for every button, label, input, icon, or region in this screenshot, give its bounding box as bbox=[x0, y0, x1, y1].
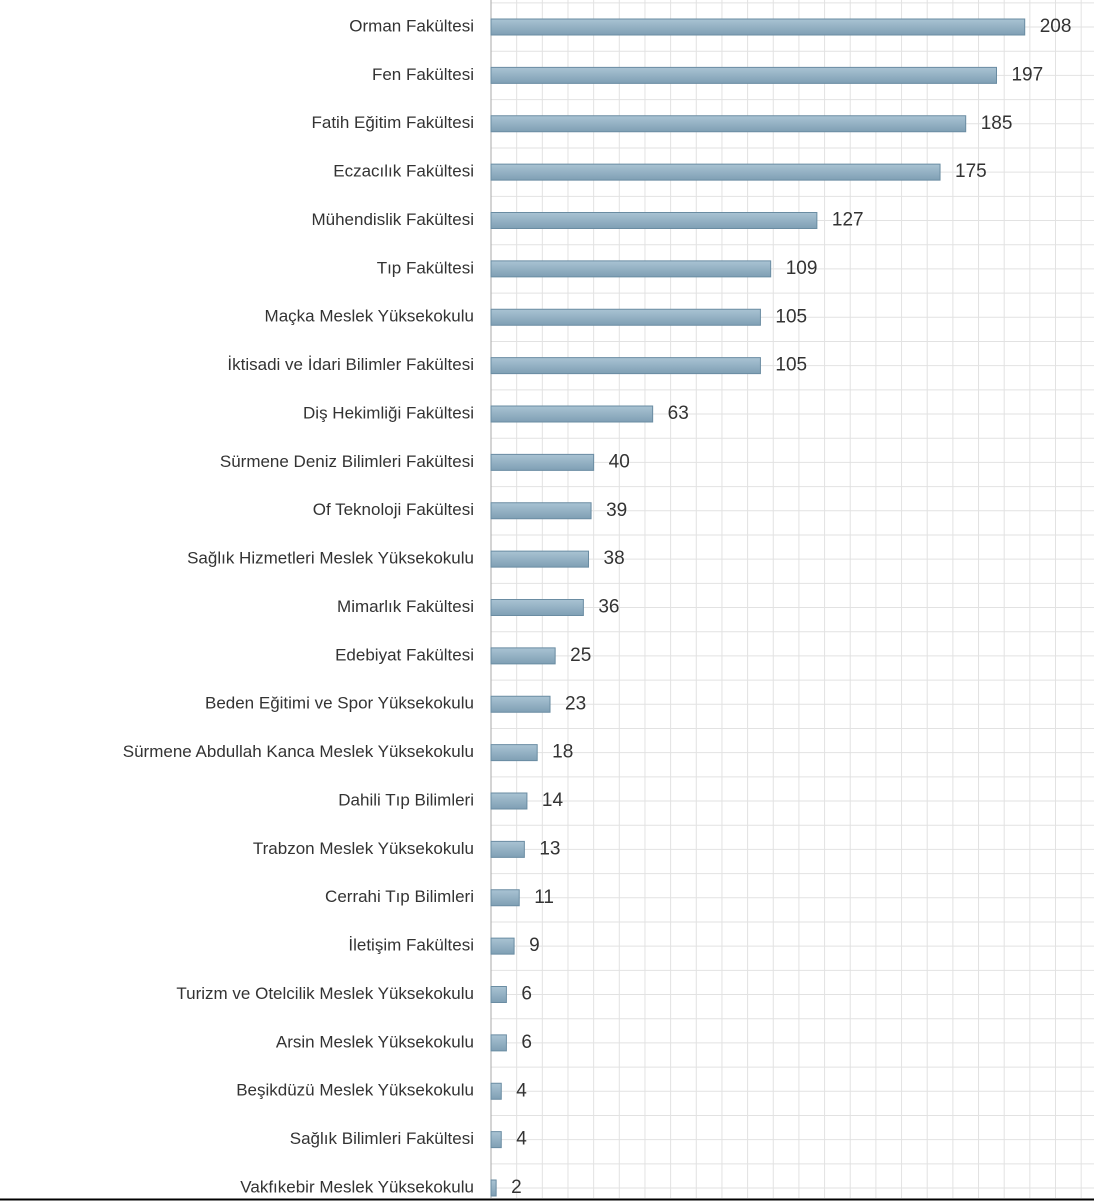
bar bbox=[490, 840, 525, 858]
value-label: 25 bbox=[570, 645, 591, 666]
y-tick-label: Fatih Eğitim Fakültesi bbox=[312, 113, 475, 132]
value-label: 18 bbox=[552, 742, 573, 763]
bar bbox=[490, 212, 818, 229]
y-tick-label: Turizm ve Otelcilik Meslek Yüksekokulu bbox=[176, 984, 474, 1003]
bar bbox=[490, 115, 967, 133]
bar bbox=[490, 357, 761, 375]
value-label: 63 bbox=[668, 403, 689, 424]
y-tick-label: Sürmene Abdullah Kanca Meslek Yüksekokul… bbox=[123, 742, 474, 761]
bar bbox=[490, 695, 551, 713]
bar bbox=[490, 550, 590, 568]
y-tick-label: Orman Fakültesi bbox=[349, 16, 474, 35]
value-label: 13 bbox=[539, 838, 560, 859]
value-label: 105 bbox=[775, 306, 807, 327]
value-label: 6 bbox=[521, 1032, 532, 1053]
value-label: 185 bbox=[981, 113, 1013, 134]
y-tick-label: Cerrahi Tıp Bilimleri bbox=[325, 887, 474, 906]
y-tick-label: Sürmene Deniz Bilimleri Fakültesi bbox=[220, 452, 474, 471]
bar bbox=[490, 647, 556, 665]
y-tick-label: Diş Hekimliği Fakültesi bbox=[303, 403, 474, 422]
y-tick-label: İletişim Fakültesi bbox=[348, 936, 474, 955]
value-label: 9 bbox=[529, 935, 540, 956]
value-label: 109 bbox=[786, 258, 818, 279]
value-label: 38 bbox=[604, 548, 625, 569]
value-label: 2 bbox=[511, 1177, 522, 1198]
bar bbox=[490, 599, 584, 616]
value-label: 208 bbox=[1040, 16, 1072, 37]
y-tick-label: Sağlık Hizmetleri Meslek Yüksekokulu bbox=[187, 549, 474, 568]
y-tick-label: Tıp Fakültesi bbox=[377, 258, 474, 277]
value-label: 4 bbox=[516, 1080, 527, 1101]
bar bbox=[490, 502, 592, 520]
y-tick-label: Fen Fakültesi bbox=[372, 65, 474, 84]
y-tick-label: Beden Eğitimi ve Spor Yüksekokulu bbox=[205, 694, 474, 713]
value-label: 39 bbox=[606, 500, 627, 521]
value-label: 197 bbox=[1011, 64, 1043, 85]
y-tick-label: İktisadi ve İdari Bilimler Fakültesi bbox=[227, 355, 474, 374]
value-label: 40 bbox=[609, 451, 630, 472]
value-label: 127 bbox=[832, 210, 864, 231]
bar bbox=[490, 937, 515, 955]
y-tick-label: Edebiyat Fakültesi bbox=[335, 645, 474, 664]
y-tick-label: Trabzon Meslek Yüksekokulu bbox=[253, 839, 474, 858]
y-tick-label: Vakfıkebir Meslek Yüksekokulu bbox=[240, 1177, 474, 1196]
y-tick-label: Arsin Meslek Yüksekokulu bbox=[276, 1032, 474, 1051]
y-tick-label: Eczacılık Fakültesi bbox=[333, 162, 474, 181]
bar bbox=[490, 1034, 507, 1052]
value-label: 36 bbox=[598, 597, 619, 618]
value-label: 105 bbox=[775, 355, 807, 376]
bar bbox=[490, 163, 941, 181]
bar bbox=[490, 1179, 497, 1197]
bar bbox=[490, 792, 528, 810]
bar bbox=[490, 260, 772, 278]
y-tick-label: Sağlık Bilimleri Fakültesi bbox=[290, 1129, 474, 1148]
y-tick-label: Mimarlık Fakültesi bbox=[337, 597, 474, 616]
bar bbox=[490, 889, 520, 907]
y-tick-label: Dahili Tıp Bilimleri bbox=[338, 790, 474, 809]
y-tick-label: Mühendislik Fakültesi bbox=[311, 210, 474, 229]
y-tick-label: Maçka Meslek Yüksekokulu bbox=[265, 307, 474, 326]
value-label: 6 bbox=[521, 984, 532, 1005]
bar bbox=[490, 986, 507, 1003]
value-label: 11 bbox=[534, 887, 554, 908]
value-label: 4 bbox=[516, 1129, 527, 1150]
bar bbox=[490, 744, 538, 762]
y-tick-label: Of Teknoloji Fakültesi bbox=[313, 500, 474, 519]
value-label: 23 bbox=[565, 693, 586, 714]
value-label: 14 bbox=[542, 790, 564, 811]
bar bbox=[490, 1082, 502, 1100]
bar bbox=[490, 66, 997, 84]
y-tick-label: Beşikdüzü Meslek Yüksekokulu bbox=[236, 1081, 474, 1100]
bar bbox=[490, 18, 1026, 36]
value-label: 175 bbox=[955, 161, 987, 182]
bar bbox=[490, 308, 761, 326]
bar bbox=[490, 405, 654, 423]
bar bbox=[490, 453, 595, 471]
bar bbox=[490, 1131, 502, 1149]
